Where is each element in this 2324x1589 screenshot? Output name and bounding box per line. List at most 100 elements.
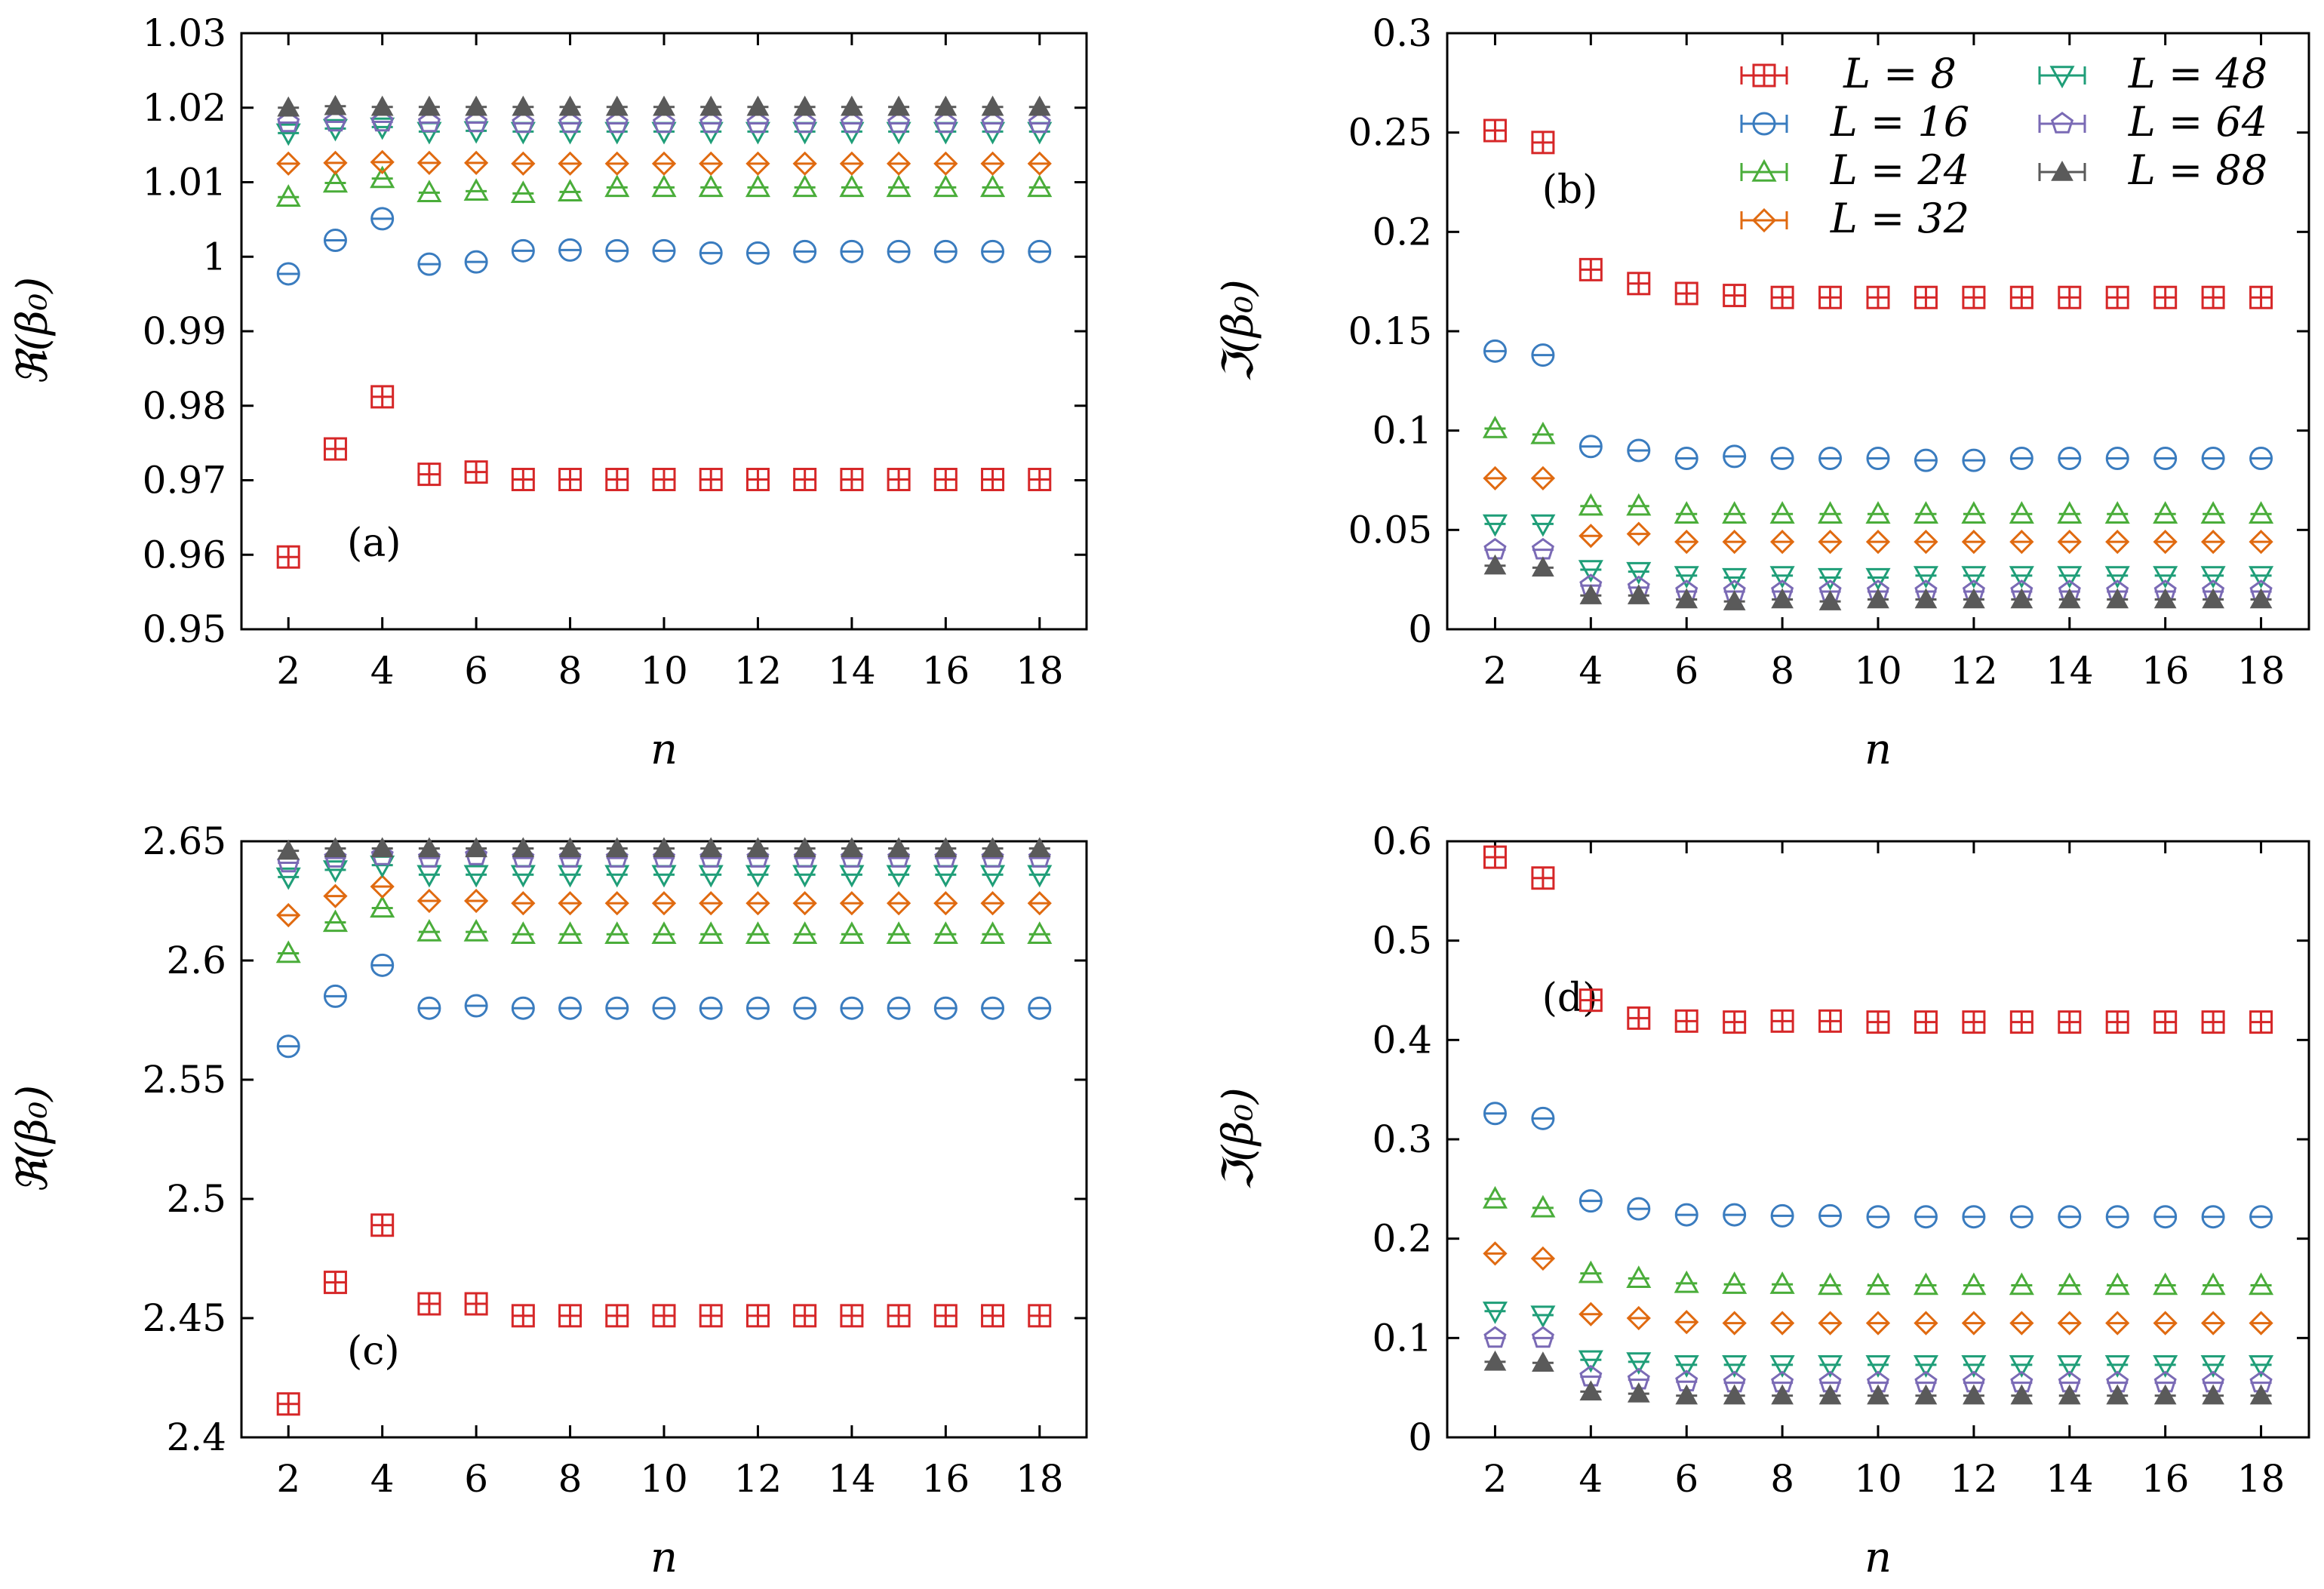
y-tick-label: 0.6: [1372, 819, 1432, 863]
data-point: [512, 837, 535, 858]
data-point: [981, 95, 1004, 116]
data-point: [1578, 1350, 1603, 1373]
x-tick-label: 4: [1579, 1457, 1603, 1501]
data-point: [1028, 111, 1051, 134]
legend-label: L = 88: [2128, 146, 2267, 194]
y-axis-label: ℜ(β₀): [8, 1085, 57, 1194]
data-point: [1674, 1355, 1699, 1378]
data-point: [1722, 1355, 1748, 1378]
data-point: [370, 874, 395, 899]
data-point: [1723, 1384, 1746, 1405]
data-point: [745, 241, 770, 265]
data-point: [841, 837, 863, 858]
data-point: [1818, 567, 1843, 591]
data-point: [981, 837, 1004, 858]
series-l24: [275, 895, 1053, 964]
data-point: [1530, 514, 1556, 537]
data-point: [1914, 530, 1938, 555]
series-l64: [277, 109, 1051, 134]
data-point: [887, 239, 911, 263]
x-tick-label: 4: [370, 649, 395, 693]
data-point: [1530, 1246, 1556, 1271]
data-point: [981, 996, 1005, 1020]
data-point: [1722, 501, 1748, 524]
data-point: [511, 468, 535, 492]
data-point: [276, 902, 301, 928]
data-point: [1532, 556, 1554, 577]
data-point: [2058, 588, 2081, 609]
panel-d: 2 4 6 8 10 12 14 16 18 0 0.1 0.2 0.3 0.4 0.5 0.6 n ℑ(β₀) (…: [1214, 819, 2310, 1582]
data-point: [1914, 285, 1938, 309]
x-axis-label: n: [650, 725, 678, 774]
data-point: [322, 170, 348, 193]
data-point: [1770, 447, 1794, 471]
data-point: [1914, 448, 1938, 472]
data-point: [1627, 1197, 1651, 1221]
y-tick-label: 0.05: [1348, 508, 1432, 552]
data-point: [1818, 447, 1843, 471]
data-point: [652, 996, 676, 1020]
data-point: [464, 1292, 488, 1316]
data-point: [2058, 1205, 2082, 1229]
x-tick-label: 12: [1950, 649, 1998, 693]
data-point: [698, 921, 724, 944]
data-point: [792, 891, 817, 916]
data-point: [1818, 1311, 1843, 1335]
data-point: [323, 150, 348, 175]
data-point: [839, 921, 865, 944]
data-point: [746, 111, 770, 134]
x-tick-label: 18: [1016, 1457, 1064, 1501]
data-point: [1626, 1265, 1652, 1289]
data-point: [2057, 1355, 2083, 1378]
x-tick-label: 4: [1579, 649, 1603, 693]
data-point: [1771, 1384, 1794, 1405]
data-point: [793, 239, 817, 263]
panel-c: 2 4 6 8 10 12 14 16 18 2.4 2.45 2.5 2.55 2.6 2.65 n ℜ(β₀…: [8, 819, 1088, 1582]
data-point: [558, 95, 582, 116]
data-point: [886, 891, 911, 916]
data-point: [793, 111, 816, 134]
data-point: [512, 111, 535, 134]
data-point: [417, 110, 441, 133]
data-point: [1579, 1302, 1603, 1326]
data-point: [418, 95, 441, 116]
data-point: [1771, 588, 1794, 609]
data-point: [605, 468, 629, 492]
data-point: [1675, 588, 1698, 609]
data-point: [2249, 1384, 2273, 1405]
data-point: [980, 891, 1005, 916]
data-point: [652, 1304, 676, 1328]
data-point: [1627, 1006, 1651, 1030]
data-point: [1627, 272, 1651, 296]
x-tick-label: 4: [370, 1457, 395, 1501]
data-point: [1483, 1241, 1508, 1266]
data-point: [887, 111, 911, 134]
x-tick-label: 2: [276, 649, 300, 693]
data-point: [793, 95, 816, 116]
data-point: [745, 891, 770, 916]
data-point: [651, 891, 677, 916]
data-point: [276, 262, 300, 286]
data-point: [933, 865, 958, 888]
data-point: [2104, 1355, 2130, 1378]
x-tick-label: 8: [558, 649, 583, 693]
data-point: [2009, 447, 2034, 471]
data-point: [464, 460, 488, 484]
data-point: [698, 174, 724, 198]
data-point: [1675, 1384, 1698, 1405]
data-point: [2201, 1010, 2225, 1034]
x-tick-label: 6: [1674, 649, 1698, 693]
data-point: [1818, 1272, 1843, 1295]
data-point: [464, 994, 488, 1018]
data-point: [2202, 1384, 2224, 1405]
data-point: [1866, 447, 1890, 471]
data-point: [1865, 1272, 1891, 1295]
y-tick-label: 2.5: [166, 1177, 226, 1221]
x-tick-label: 12: [734, 1457, 782, 1501]
data-point: [980, 151, 1005, 176]
data-point: [2249, 530, 2273, 555]
data-point: [1627, 1382, 1650, 1403]
data-point: [1579, 524, 1603, 549]
y-tick-label: 0.25: [1348, 111, 1432, 155]
data-point: [886, 151, 911, 176]
